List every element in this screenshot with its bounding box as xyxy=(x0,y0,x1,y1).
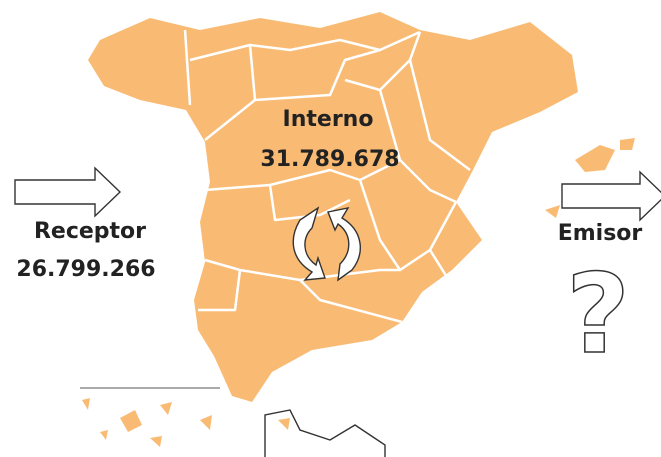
canary-islands xyxy=(82,398,212,447)
ceuta-melilla xyxy=(264,409,386,457)
arrow-emisor xyxy=(561,170,661,222)
ceuta xyxy=(278,418,290,430)
receptor-label: Receptor xyxy=(34,219,146,244)
spain-map xyxy=(80,12,635,457)
balearic-islands xyxy=(545,138,635,218)
emisor-question: ? xyxy=(566,250,630,378)
cycle-arrows xyxy=(292,206,361,282)
interno-label: Interno xyxy=(283,107,374,132)
peninsula xyxy=(88,12,578,402)
receptor-value: 26.799.266 xyxy=(16,257,155,282)
arrow-receptor xyxy=(14,166,122,218)
interno-value: 31.789.678 xyxy=(260,147,399,172)
emisor-label: Emisor xyxy=(558,221,643,246)
region-borders xyxy=(183,29,471,324)
